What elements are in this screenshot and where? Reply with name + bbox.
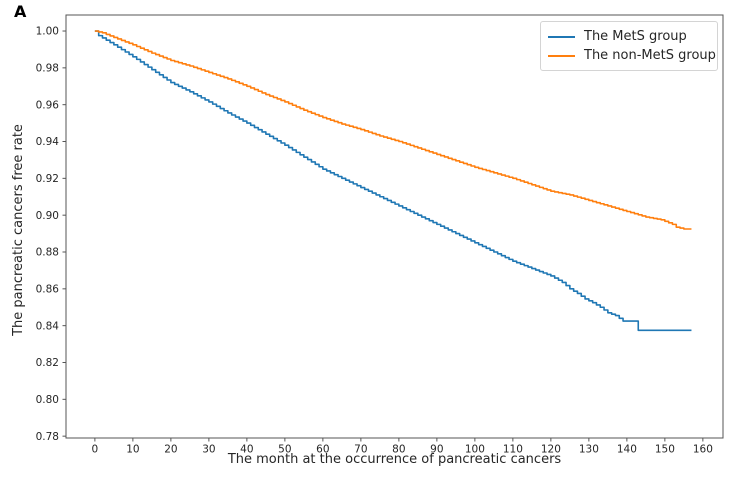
- y-tick-label: 0.84: [36, 320, 60, 332]
- legend: The MetS group The non-MetS group: [540, 21, 718, 71]
- x-tick-label: 140: [617, 444, 637, 456]
- y-axis-label-text: The pancreatic cancers free rate: [11, 124, 26, 336]
- x-tick-label: 60: [316, 444, 329, 456]
- x-tick-label: 10: [126, 444, 139, 456]
- y-tick-label: 1.00: [36, 26, 59, 38]
- y-tick-label: 0.98: [36, 63, 59, 75]
- y-tick-label: 0.86: [36, 284, 60, 296]
- x-tick-label: 40: [240, 444, 253, 456]
- y-tick-label: 0.96: [36, 99, 60, 111]
- x-tick-label: 160: [693, 444, 713, 456]
- x-tick-label: 90: [430, 444, 443, 456]
- legend-entry-mets: The MetS group: [548, 27, 709, 46]
- legend-line-sample: [548, 35, 575, 38]
- y-tick-label: 0.80: [36, 394, 59, 406]
- x-tick-label: 0: [92, 444, 99, 456]
- legend-line-sample: [548, 54, 575, 57]
- x-tick-label: 30: [202, 444, 215, 456]
- y-tick-label: 0.78: [36, 431, 59, 443]
- x-tick-label: 110: [503, 444, 523, 456]
- legend-entry-non-mets: The non-MetS group: [548, 46, 716, 65]
- y-tick-label: 0.94: [36, 136, 60, 148]
- x-tick-label: 130: [579, 444, 599, 456]
- series-line-non-mets: [94, 30, 692, 230]
- x-axis-label: The month at the occurrence of pancreati…: [227, 452, 562, 467]
- x-tick-label: 120: [541, 444, 561, 456]
- series-line-mets: [94, 30, 692, 332]
- x-tick-label: 70: [354, 444, 367, 456]
- plot-frame: [65, 14, 724, 439]
- x-tick-label: 100: [465, 444, 485, 456]
- legend-label: The non-MetS group: [584, 48, 716, 63]
- y-tick-label: 0.90: [36, 210, 59, 222]
- y-tick-label: 0.88: [36, 247, 59, 259]
- panel-label: A: [14, 2, 27, 21]
- x-tick-label: 80: [392, 444, 405, 456]
- x-tick-label: 50: [278, 444, 291, 456]
- y-tick-label: 0.82: [36, 357, 59, 369]
- legend-label: The MetS group: [584, 29, 687, 44]
- x-tick-label: 20: [164, 444, 177, 456]
- x-tick-label: 150: [655, 444, 675, 456]
- y-tick-label: 0.92: [36, 173, 59, 185]
